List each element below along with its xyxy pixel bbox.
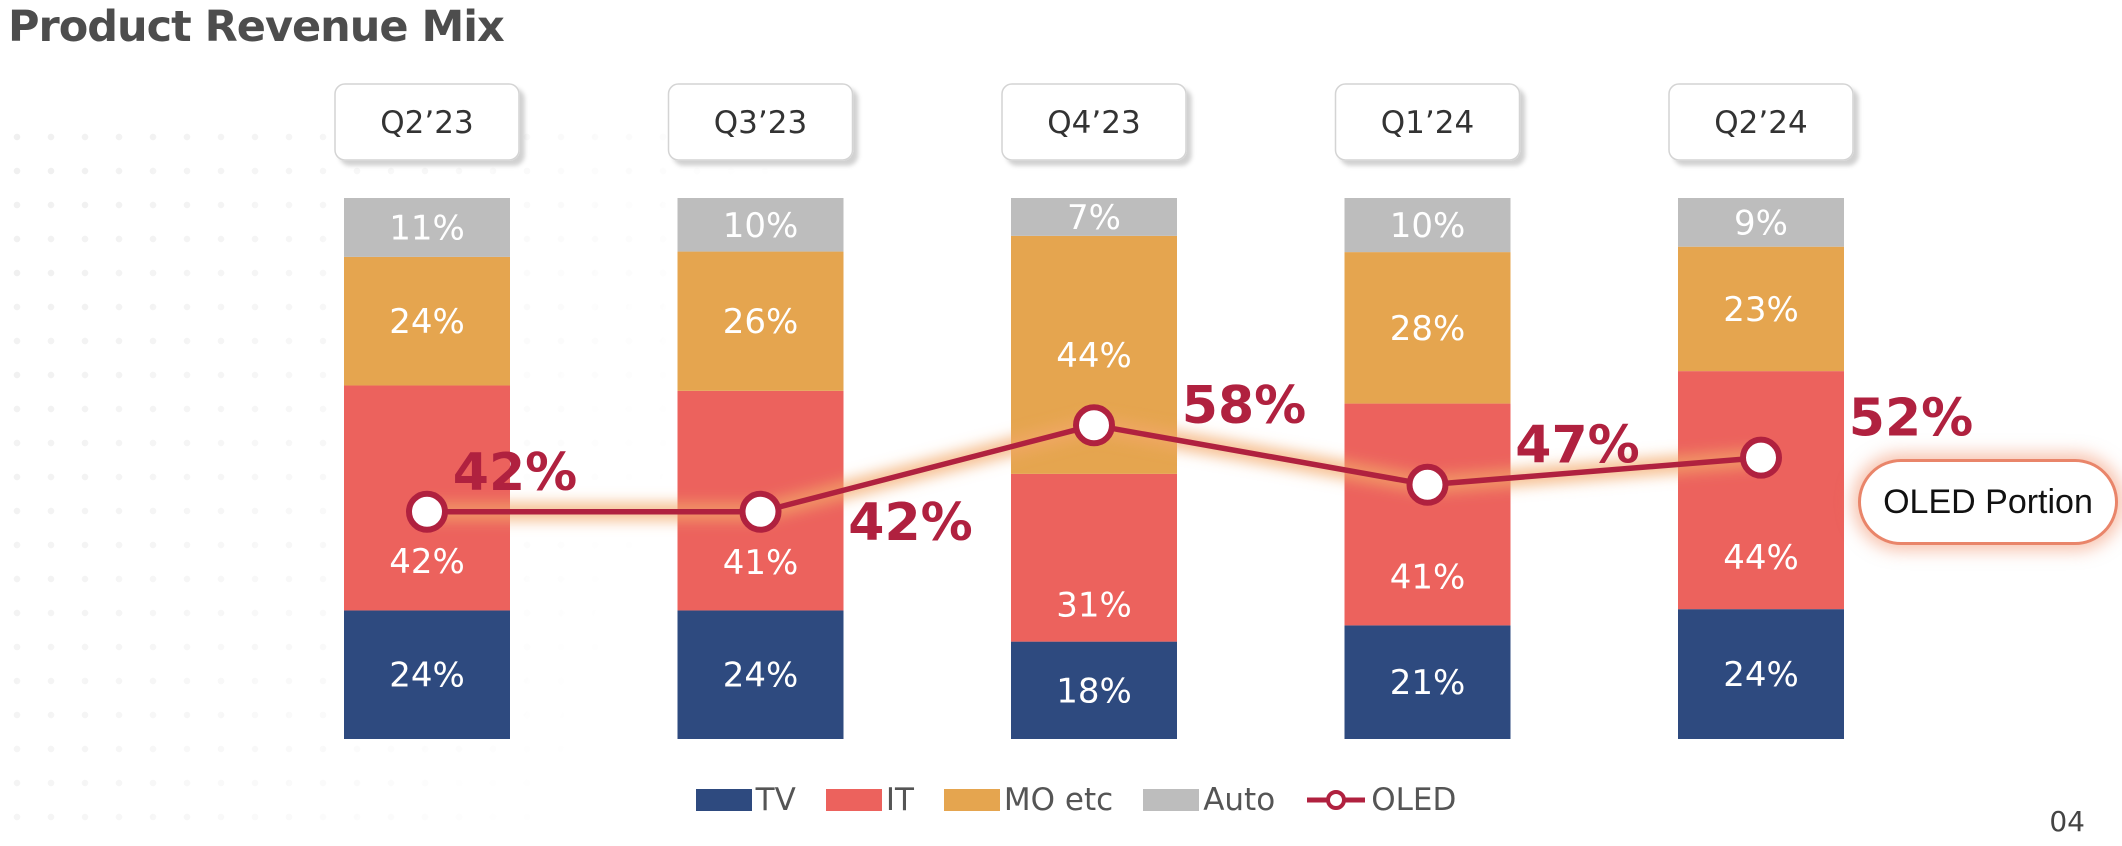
bar-segment-auto [1344,198,1511,253]
legend-label: Auto [1203,782,1276,818]
oled-point [1740,436,1782,479]
category-header-box [1001,83,1187,161]
bar-segment-auto [1678,198,1844,247]
oled-value-label: 47% [1515,416,1639,476]
data-label: 9% [1734,203,1788,243]
data-label: 18% [1056,671,1132,711]
data-label: 41% [1390,558,1466,598]
data-label: 10% [723,206,799,246]
data-label: 11% [389,208,465,248]
oled-point [1406,463,1449,506]
bar-segment-mo-etc [677,251,844,391]
legend-swatch [825,789,882,811]
bar-segment-auto [677,198,844,252]
data-label: 28% [1390,309,1466,349]
bar-segment-mo-etc [344,256,510,386]
category-header-box [667,83,854,161]
data-label: 42% [389,542,465,582]
oled-point [406,490,448,533]
category-label: Q3’23 [714,105,807,141]
oled-value-label: 58% [1182,376,1306,436]
category-label: Q2’24 [1714,105,1807,141]
oled-value-label: 52% [1849,389,1973,449]
bar-segment-tv [1344,625,1511,739]
legend-item-auto: Auto [1143,782,1275,818]
bar-segment-tv [1678,609,1844,739]
data-label: 44% [1056,336,1132,376]
legend-swatch [695,789,752,811]
data-label: 24% [723,656,799,696]
legend-label: TV [755,782,796,818]
bar-segment-it [1678,371,1844,610]
category-label: Q4’23 [1047,105,1140,141]
category-label: Q1’24 [1381,105,1474,141]
data-label: 7% [1067,198,1121,238]
data-label: 26% [723,302,799,342]
chart-legend: TV IT MO etc Auto OLED [0,782,2122,818]
bar-segment-tv [677,610,844,739]
legend-swatch [943,789,1000,811]
data-label: 44% [1723,538,1799,578]
legend-label: OLED [1371,782,1457,818]
bar-segment-tv [1011,641,1177,739]
legend-label: MO etc [1003,782,1114,818]
data-label: 41% [723,543,799,583]
bar-segment-auto [344,198,510,257]
data-label: 24% [389,302,465,342]
data-label: 23% [1723,290,1799,330]
page-title: Product Revenue Mix [8,2,505,52]
legend-line-marker [1307,790,1366,810]
oled-point [739,490,782,533]
bar-segment-mo-etc [1344,252,1511,404]
data-label: 24% [1723,655,1799,695]
data-label: 24% [389,656,465,696]
data-label: 21% [1390,663,1466,703]
data-label: 31% [1056,586,1132,626]
legend-swatch [1143,789,1200,811]
oled-point [1073,404,1115,447]
legend-label: IT [885,782,914,818]
category-header-box [334,83,520,161]
bar-segment-it [1344,403,1511,626]
data-label: 10% [1390,206,1466,246]
bar-segment-tv [344,610,510,739]
oled-value-label: 42% [848,493,972,553]
legend-item-mo-etc: MO etc [943,782,1114,818]
bar-segment-auto [1011,198,1177,236]
category-header-box [1668,83,1854,161]
oled-value-label: 42% [453,443,577,503]
category-header-box [1334,83,1521,161]
page-number: 04 [2049,805,2085,838]
legend-item-tv: TV [695,782,796,818]
legend-item-it: IT [825,782,914,818]
legend-item-oled: OLED [1305,782,1456,818]
oled-portion-callout: OLED Portion [1858,459,2118,545]
bar-segment-mo-etc [1678,246,1844,372]
bar-segment-it [1011,473,1177,642]
category-label: Q2’23 [380,105,473,141]
